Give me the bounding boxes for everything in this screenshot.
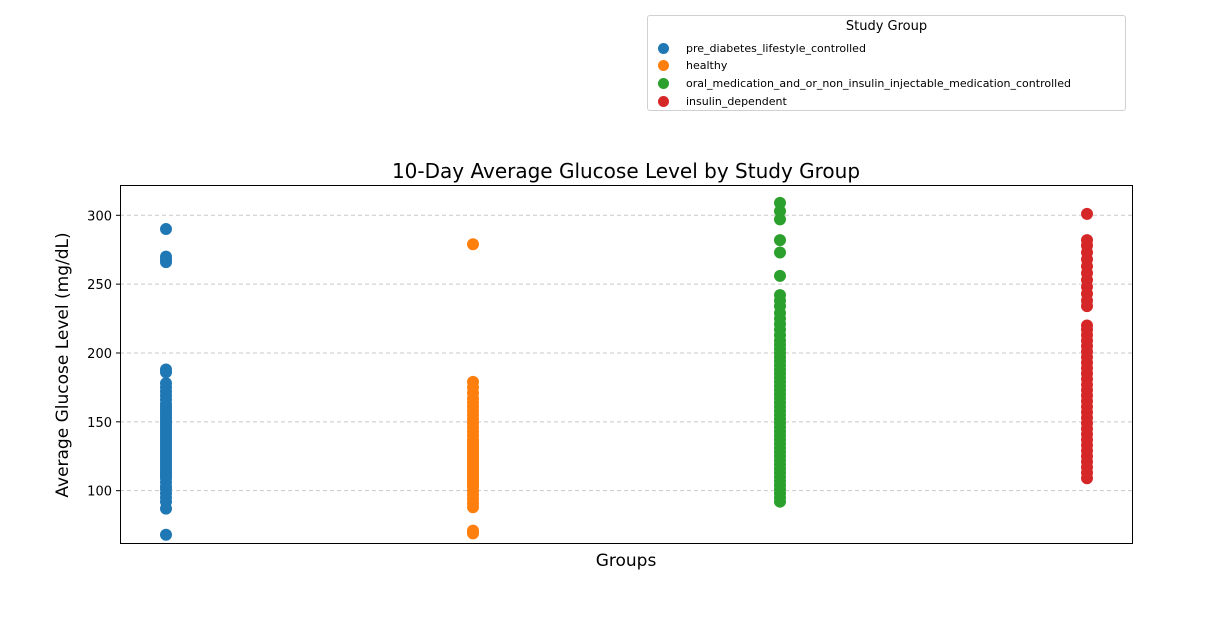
x-axis-label: Groups [596, 551, 657, 571]
data-point [1081, 319, 1093, 332]
data-point [467, 238, 479, 251]
legend: Study Group pre_diabetes_lifestyle_contr… [647, 15, 1126, 111]
y-tick-label: 250 [87, 278, 112, 293]
data-point [160, 250, 172, 263]
data-point [467, 524, 479, 537]
legend-marker [658, 95, 669, 107]
y-tick-label: 300 [87, 209, 112, 224]
legend-marker [658, 77, 669, 89]
legend-item: healthy [658, 57, 727, 73]
data-point [160, 377, 172, 390]
data-point [160, 363, 172, 376]
legend-label: pre_diabetes_lifestyle_controlled [686, 41, 866, 55]
data-point [1081, 234, 1093, 247]
chart-title: 10-Day Average Glucose Level by Study Gr… [392, 159, 860, 183]
data-point [774, 269, 786, 282]
legend-label: healthy [686, 58, 728, 72]
legend-item: pre_diabetes_lifestyle_controlled [658, 40, 866, 56]
legend-item: insulin_dependent [658, 93, 787, 109]
y-axis-ticks: 100 150 200 250 300 [87, 209, 120, 500]
legend-label: insulin_dependent [686, 94, 787, 108]
data-point [774, 246, 786, 259]
legend-marker [658, 42, 669, 54]
data-point [774, 289, 786, 302]
y-axis-label: Average Glucose Level (mg/dL) [53, 232, 73, 497]
data-point [160, 528, 172, 541]
data-point [774, 205, 786, 218]
legend-item: oral_medication_and_or_non_insulin_injec… [658, 75, 1071, 91]
data-point [774, 213, 786, 226]
data-point [467, 375, 479, 388]
data-points [160, 196, 1093, 541]
gridlines [120, 214, 1132, 492]
data-point [1081, 207, 1093, 220]
y-tick-label: 200 [87, 347, 112, 362]
data-point [774, 196, 786, 209]
plot-frame [120, 185, 1133, 544]
data-point [774, 234, 786, 247]
y-tick-label: 150 [87, 416, 112, 431]
legend-label: oral_medication_and_or_non_insulin_injec… [686, 76, 1071, 90]
legend-marker [658, 59, 669, 71]
legend-title: Study Group [845, 19, 928, 34]
data-point [160, 223, 172, 236]
y-tick-label: 100 [87, 485, 112, 500]
